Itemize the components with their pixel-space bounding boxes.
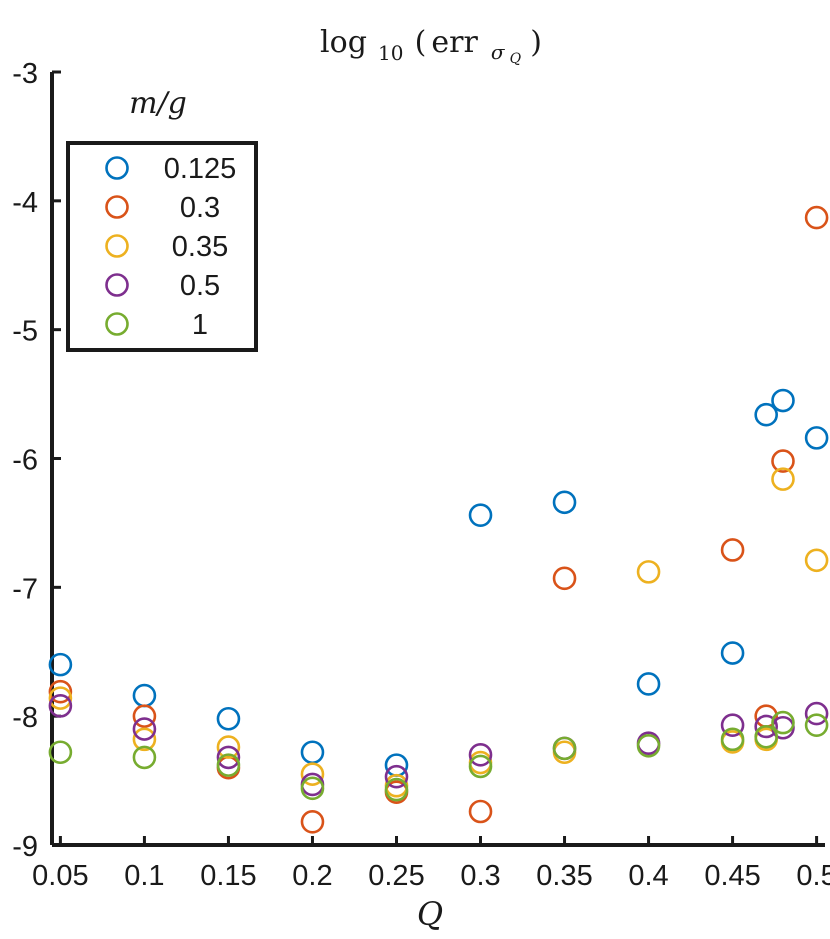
series-3 xyxy=(48,467,829,798)
data-point xyxy=(216,745,241,770)
data-point xyxy=(771,388,795,413)
x-tick-label: 0.2 xyxy=(292,860,332,892)
title-func: log xyxy=(320,25,367,60)
data-point xyxy=(754,402,778,427)
y-tick-label: -7 xyxy=(12,573,38,605)
data-points xyxy=(48,205,829,834)
title-close: ) xyxy=(530,25,542,60)
x-tick-label: 0.45 xyxy=(704,860,760,892)
data-point xyxy=(771,449,795,473)
data-point xyxy=(771,710,795,735)
data-point xyxy=(552,490,577,515)
x-tick-label: 0.5 xyxy=(796,860,830,892)
legend-title: m/g xyxy=(129,86,187,121)
y-tick-label: -8 xyxy=(12,702,38,734)
data-point xyxy=(754,724,778,749)
legend-marker xyxy=(105,234,129,258)
y-tick-label: -9 xyxy=(12,831,38,863)
data-point xyxy=(132,704,157,728)
data-point xyxy=(468,503,493,527)
legend-box xyxy=(66,141,258,352)
title-sigma: σ xyxy=(491,40,506,64)
data-point xyxy=(132,717,157,741)
data-point xyxy=(300,740,325,765)
data-point xyxy=(720,727,745,752)
data-point xyxy=(754,714,778,739)
data-point xyxy=(216,753,241,777)
data-point xyxy=(48,679,73,704)
data-point xyxy=(720,538,745,562)
legend-marker xyxy=(105,195,129,219)
x-axis-label: Q xyxy=(417,895,443,933)
x-tick-label: 0.05 xyxy=(32,860,88,892)
data-point xyxy=(804,548,829,573)
data-point xyxy=(384,777,409,802)
data-point xyxy=(132,727,157,752)
data-point xyxy=(468,799,493,824)
legend-label: 0.3 xyxy=(180,192,220,224)
data-point xyxy=(771,467,795,491)
x-tick-label: 0.15 xyxy=(200,860,256,892)
series-4 xyxy=(48,694,829,797)
data-point xyxy=(48,740,73,765)
y-tick-label: -6 xyxy=(12,445,38,477)
data-point xyxy=(48,652,73,677)
title-open: ( xyxy=(415,25,427,60)
data-point xyxy=(468,743,493,767)
x-tick-label: 0.4 xyxy=(628,860,668,892)
x-tick-label: 0.35 xyxy=(536,860,592,892)
legend-label: 0.35 xyxy=(172,231,228,263)
y-tick-label: -4 xyxy=(12,187,38,219)
data-point xyxy=(384,764,409,789)
data-point xyxy=(804,701,829,726)
legend: 0.125 0.3 0.35 0.5 1 xyxy=(66,141,258,352)
data-point xyxy=(132,683,157,708)
y-tick-label: -5 xyxy=(12,316,38,348)
title-base: 10 xyxy=(378,41,403,65)
x-axis-ticks: 0.05 0.1 0.15 0.2 0.25 0.3 0.35 0.4 0.45 0.5 xyxy=(32,836,830,892)
data-point xyxy=(720,641,745,665)
series-5 xyxy=(48,710,829,802)
x-tick-label: 0.25 xyxy=(368,860,424,892)
data-point xyxy=(720,713,745,737)
data-point xyxy=(48,686,73,710)
data-point xyxy=(804,713,829,737)
series-1 xyxy=(48,388,829,777)
title-err: err xyxy=(431,25,478,60)
data-point xyxy=(804,205,829,230)
legend-marker xyxy=(105,312,129,336)
data-point xyxy=(48,694,73,718)
data-point xyxy=(552,736,577,761)
data-point xyxy=(216,735,241,759)
title-sigma-sub: Q xyxy=(510,51,522,67)
data-point xyxy=(552,566,577,591)
legend-label: 0.5 xyxy=(180,270,220,302)
data-point xyxy=(300,776,325,801)
y-tick-label: -3 xyxy=(12,58,38,90)
data-point xyxy=(468,754,493,779)
data-point xyxy=(216,706,241,731)
legend-label: 1 xyxy=(192,309,208,341)
data-point xyxy=(636,560,661,584)
data-point xyxy=(636,733,661,758)
data-point xyxy=(300,810,325,834)
data-point xyxy=(300,762,325,786)
legend-marker xyxy=(105,273,129,297)
chart-title: log 10 ( err σ Q ) xyxy=(320,25,542,67)
legend-label: 0.125 xyxy=(164,153,237,185)
x-tick-label: 0.1 xyxy=(124,860,164,892)
y-axis-ticks: -9 -8 -7 -6 -5 -4 -3 xyxy=(12,58,61,863)
legend-marker xyxy=(105,156,129,180)
x-tick-label: 0.3 xyxy=(460,860,500,892)
data-point xyxy=(804,426,829,450)
data-point xyxy=(132,745,157,770)
data-point xyxy=(636,672,661,696)
